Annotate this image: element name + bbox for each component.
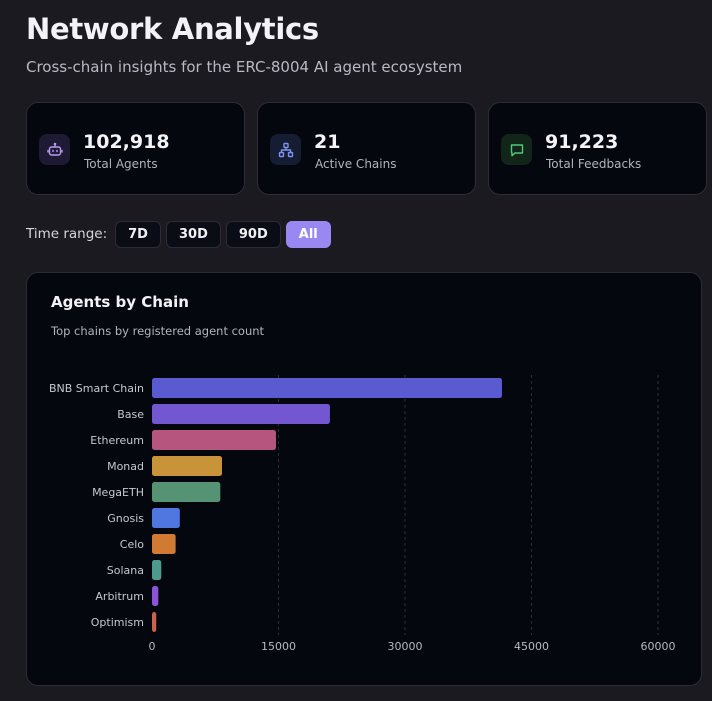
bot-icon [39,134,70,165]
chart-title: Agents by Chain [51,293,189,311]
bar [152,560,162,580]
y-category-label: Base [117,408,144,421]
y-category-label: Optimism [91,616,144,629]
bar [152,430,276,450]
agents-by-chain-chart: 0 15000 30000 45000 60000 BNB Smart Chain Base… [49,375,676,653]
chart-subtitle: Top chains by registered agent count [51,324,265,338]
time-range-selector: Time range: 7D 30D 90D All [26,220,336,248]
y-category-label: Celo [120,538,145,551]
x-tick-label: 15000 [261,640,296,653]
y-category-label: Gnosis [107,512,144,525]
time-range-label: Time range: [26,226,108,242]
message-icon [501,134,532,165]
bar [152,508,180,528]
range-button-30d[interactable]: 30D [165,220,221,248]
range-button-all[interactable]: All [285,220,331,248]
bar [152,534,176,554]
network-icon [270,134,301,165]
y-category-label: MegaETH [92,486,144,499]
bar [152,482,221,502]
page-title: Network Analytics [26,12,319,46]
y-category-label: Monad [107,460,144,473]
stat-label-total-feedbacks: Total Feedbacks [546,157,642,171]
range-button-90d[interactable]: 90D [225,220,281,248]
bar [152,586,159,606]
stat-value-active-chains: 21 [314,131,341,153]
stat-value-total-feedbacks: 91,223 [545,131,619,153]
page-subtitle: Cross-chain insights for the ERC-8004 AI… [26,58,463,76]
stat-card-active-chains: 21 Active Chains [257,102,476,195]
stat-label-total-agents: Total Agents [84,157,158,171]
stat-card-total-feedbacks: 91,223 Total Feedbacks [488,102,707,195]
bar [152,456,222,476]
bar [152,404,330,424]
bar [152,378,502,398]
y-category-label: Arbitrum [95,590,144,603]
x-tick-label: 0 [149,640,156,653]
y-category-label: Ethereum [90,434,144,447]
y-category-label: BNB Smart Chain [49,382,144,395]
stat-card-total-agents: 102,918 Total Agents [26,102,245,195]
range-button-7d[interactable]: 7D [115,220,161,248]
y-category-label: Solana [107,564,144,577]
stat-value-total-agents: 102,918 [83,131,170,153]
x-tick-label: 60000 [641,640,676,653]
bar [152,612,157,632]
x-tick-label: 30000 [388,640,423,653]
x-tick-label: 45000 [514,640,549,653]
stat-label-active-chains: Active Chains [315,157,397,171]
agents-by-chain-card: Agents by Chain Top chains by registered… [26,272,702,686]
